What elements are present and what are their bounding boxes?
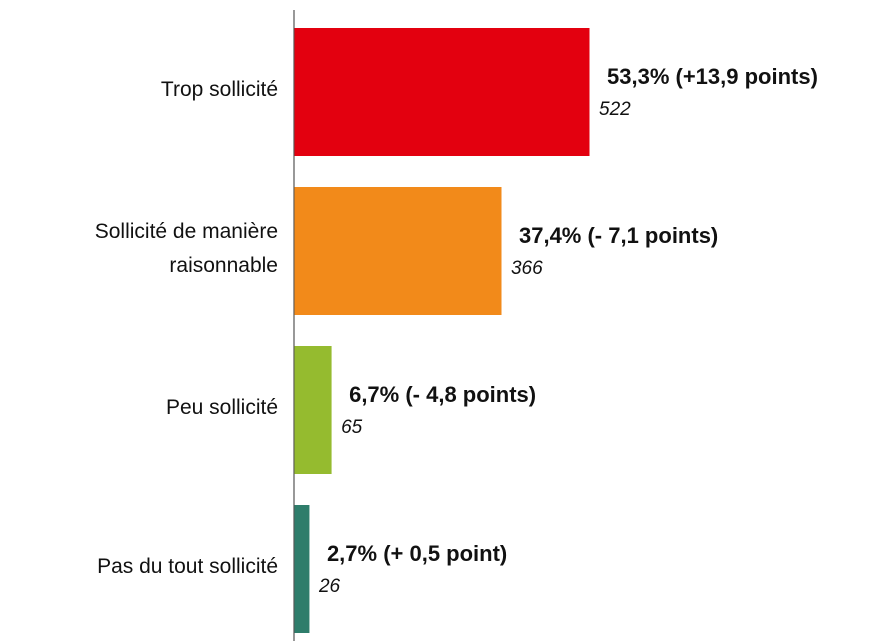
- value-label: 37,4% (- 7,1 points): [519, 223, 718, 248]
- value-label: 6,7% (- 4,8 points): [349, 382, 536, 407]
- value-label: 2,7% (+ 0,5 point): [327, 541, 507, 566]
- count-label: 522: [599, 99, 631, 120]
- value-label: 53,3% (+13,9 points): [607, 64, 818, 89]
- category-label: Sollicité de manière raisonnable: [94, 220, 278, 277]
- count-label: 65: [341, 417, 363, 438]
- count-label: 366: [511, 258, 543, 279]
- bar: [294, 346, 332, 474]
- bar: [294, 187, 502, 315]
- bar: [294, 28, 590, 156]
- category-label: Trop sollicité: [160, 78, 278, 101]
- count-label: 26: [318, 576, 341, 597]
- bar: [294, 505, 310, 633]
- category-label: Pas du tout sollicité: [97, 555, 278, 578]
- category-label: Peu sollicité: [165, 396, 278, 419]
